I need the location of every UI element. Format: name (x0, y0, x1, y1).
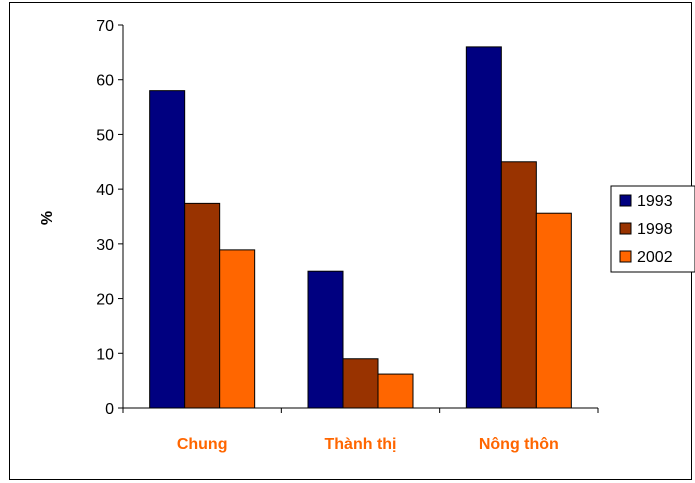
y-tick-label: 40 (96, 182, 114, 199)
category-label: Chung (177, 436, 228, 453)
y-axis: 0 10 20 30 40 50 60 70 (96, 18, 124, 418)
bar-1998-0 (184, 202, 221, 409)
bar-2002-1 (377, 373, 414, 409)
y-tick-label: 30 (96, 237, 114, 254)
legend-label: 2002 (637, 249, 673, 266)
y-tick-label: 70 (96, 18, 114, 35)
bar-1998-1 (342, 358, 379, 409)
category-label: Nông thôn (479, 436, 559, 453)
bar-1993-1 (307, 270, 344, 409)
bar-2002-0 (219, 249, 256, 409)
legend-swatch-1998 (619, 222, 632, 235)
bar-1993-2 (465, 46, 502, 409)
category-label: Thành thị (325, 436, 397, 453)
y-tick-label: 0 (105, 401, 114, 418)
x-axis: Chung Thành thị Nông thôn (122, 407, 599, 453)
legend: 1993 1998 2002 (610, 185, 695, 273)
y-tick-label: 10 (96, 346, 114, 363)
y-tick-label: 50 (96, 127, 114, 144)
legend-label: 1993 (637, 193, 673, 210)
y-tick-label: 20 (96, 292, 114, 309)
legend-label: 1998 (637, 221, 673, 238)
bars (149, 46, 572, 409)
bar-1993-0 (149, 90, 186, 409)
legend-swatch-1993 (619, 194, 632, 207)
y-tick-label: 60 (96, 73, 114, 90)
legend-swatch-2002 (619, 250, 632, 263)
bar-1998-2 (500, 161, 537, 409)
bar-2002-2 (535, 212, 572, 409)
y-axis-title: % (39, 211, 56, 225)
